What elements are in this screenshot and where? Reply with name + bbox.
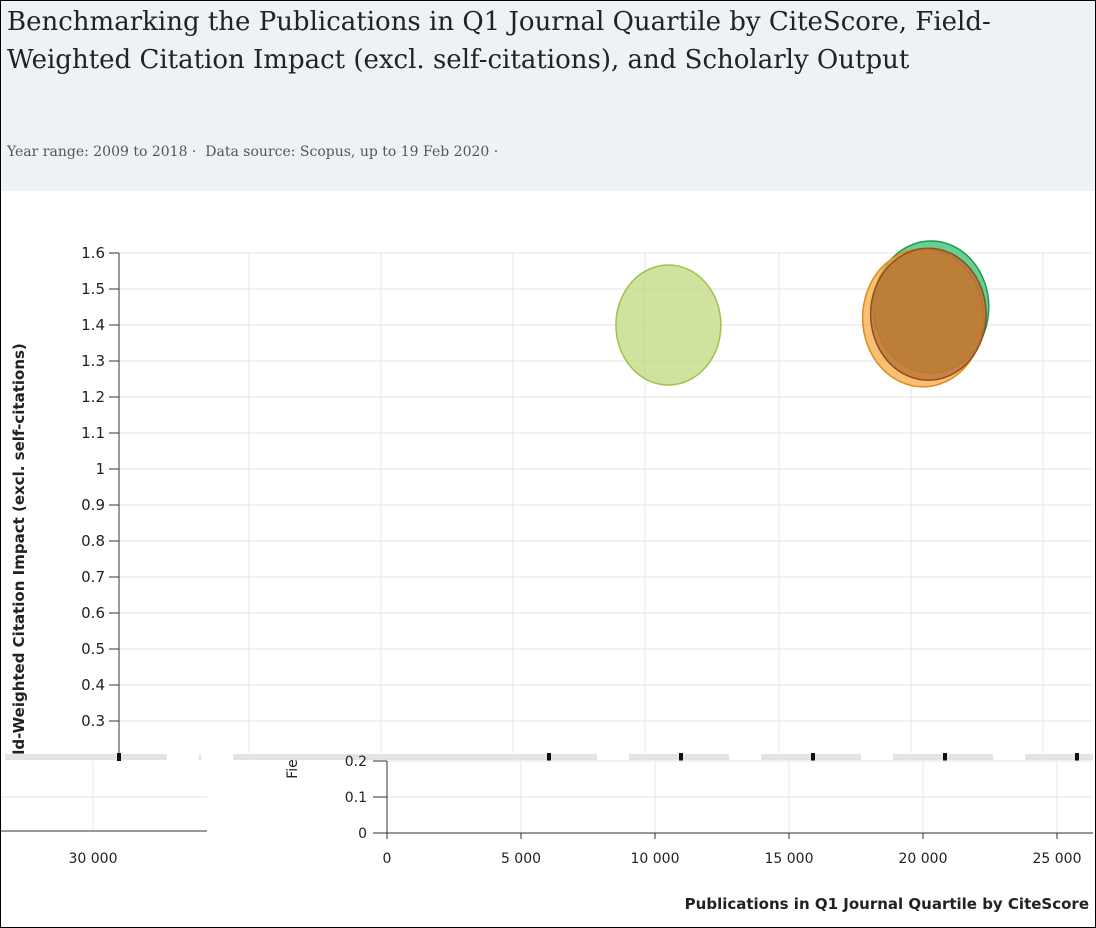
y-tick-label: 1.5 bbox=[81, 280, 105, 298]
y-tick-label: 1.1 bbox=[81, 424, 105, 442]
y-tick-label: 0.6 bbox=[81, 604, 105, 622]
y-tick-label: 1.6 bbox=[81, 244, 105, 262]
chart-header: Benchmarking the Publications in Q1 Jour… bbox=[1, 1, 1095, 191]
y-axis-title-fragment: Fie bbox=[285, 759, 301, 779]
bubble-layer bbox=[615, 240, 990, 388]
y-tick-label: 0.8 bbox=[81, 532, 105, 550]
y-tick-label: 1 bbox=[95, 460, 105, 478]
y-tick-label: 0.2 bbox=[345, 754, 367, 770]
axis-strip-gap bbox=[993, 754, 1025, 760]
axis-strip-mark bbox=[679, 753, 683, 761]
axis-strip-gap bbox=[729, 754, 761, 760]
y-tick-label: 1.2 bbox=[81, 388, 105, 406]
y-axis-title: ld-Weighted Citation Impact (excl. self-… bbox=[10, 343, 28, 755]
y-tick-label: 0 bbox=[358, 826, 367, 842]
x-tick-label: 5 000 bbox=[501, 851, 541, 867]
y-tick-label: 0.4 bbox=[81, 676, 105, 694]
x-tick-label: 0 bbox=[383, 851, 392, 867]
y-tick-label: 0.7 bbox=[81, 568, 105, 586]
axis-strip-gap bbox=[597, 754, 629, 760]
ghost-x-tick-label: 30 000 bbox=[69, 851, 118, 867]
y-tick-label: 0.9 bbox=[81, 496, 105, 514]
axis-strip-mark bbox=[811, 753, 815, 761]
bubble-point bbox=[615, 264, 722, 386]
axis-strip-mark bbox=[1075, 753, 1079, 761]
y-tick-label: 1.4 bbox=[81, 316, 105, 334]
data-source: Data source: Scopus, up to 19 Feb 2020 · bbox=[205, 144, 499, 160]
y-tick-label: 1.3 bbox=[81, 352, 105, 370]
x-tick-label: 25 000 bbox=[1033, 851, 1082, 867]
x-tick-label: 20 000 bbox=[899, 851, 948, 867]
axis-strip-mark bbox=[943, 753, 947, 761]
label-layer: 1.6 1.5 1.4 1.3 1.2 1.1 1 0.9 0.8 0.7 0.6 0.5 0.4 0.3… bbox=[10, 244, 1089, 913]
y-tick-label: 0.1 bbox=[345, 790, 367, 806]
chart-meta: Year range: 2009 to 2018 · Data source: … bbox=[7, 144, 498, 160]
axis-strip-gap bbox=[167, 754, 199, 760]
year-range: Year range: 2009 to 2018 · bbox=[7, 144, 197, 160]
y-tick-label: 0.5 bbox=[81, 640, 105, 658]
axis-strip-gap bbox=[861, 754, 893, 760]
axis-strip-mark bbox=[117, 753, 121, 761]
bubble-point bbox=[869, 247, 987, 381]
axis-strip-gap bbox=[201, 754, 233, 760]
ghost-axis-layer: 30 000 bbox=[1, 761, 207, 867]
x-tick-label: 10 000 bbox=[631, 851, 680, 867]
y-tick-label: 0.3 bbox=[81, 712, 105, 730]
axis-strip-mark bbox=[547, 753, 551, 761]
axis-layer bbox=[109, 252, 1093, 839]
x-axis-title: Publications in Q1 Journal Quartile by C… bbox=[685, 895, 1089, 913]
chart-title: Benchmarking the Publications in Q1 Jour… bbox=[7, 7, 991, 75]
x-tick-label: 15 000 bbox=[765, 851, 814, 867]
